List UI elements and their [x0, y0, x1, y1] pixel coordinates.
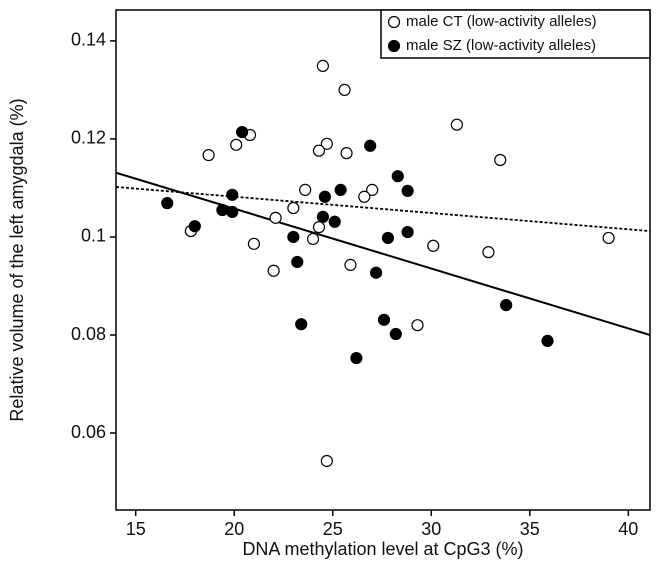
point [299, 183, 312, 197]
point [226, 205, 239, 219]
point [381, 231, 395, 245]
point [316, 59, 330, 72]
x-tick-label: 15 [126, 519, 146, 539]
point [358, 190, 371, 203]
point [316, 210, 330, 223]
point [161, 197, 174, 210]
point [494, 153, 507, 167]
point [500, 298, 513, 312]
point [450, 118, 463, 131]
point [202, 148, 215, 162]
y-axis-title: Relative volume of the left amygdala (%) [7, 98, 27, 421]
point [287, 230, 300, 244]
point [236, 125, 249, 139]
point [411, 319, 424, 332]
y-tick-label: 0.1 [81, 226, 106, 246]
point [364, 139, 377, 152]
y-tick-label: 0.12 [71, 128, 106, 148]
point [230, 138, 243, 151]
legend-box [380, 9, 651, 59]
point [306, 232, 320, 246]
y-tick-label: 0.08 [71, 324, 106, 344]
point [291, 255, 304, 269]
point [541, 334, 554, 347]
x-axis-title: DNA methylation level at CpG3 (%) [242, 539, 523, 559]
y-tick-label: 0.14 [71, 30, 106, 50]
trend-line [115, 186, 651, 232]
legend-label: male SZ (low-activity alleles) [406, 37, 596, 54]
legend-marker [387, 15, 401, 29]
point [328, 215, 341, 228]
y-tick-label: 0.06 [71, 422, 106, 442]
x-tick-label: 20 [224, 519, 244, 539]
x-tick-label: 40 [618, 519, 638, 539]
point [312, 221, 326, 234]
x-tick-label: 35 [520, 519, 540, 539]
point [334, 183, 347, 197]
point [377, 313, 391, 326]
point [320, 137, 333, 150]
point [370, 266, 383, 279]
point [216, 203, 229, 217]
point [338, 83, 351, 97]
point [340, 147, 353, 160]
x-tick-label: 25 [323, 519, 343, 539]
point [350, 351, 363, 365]
trend-line [115, 171, 651, 336]
point [482, 246, 495, 259]
point [344, 258, 357, 272]
point [366, 183, 379, 197]
point [188, 220, 201, 233]
point [427, 239, 440, 252]
point [602, 231, 615, 245]
point [401, 225, 414, 239]
point [391, 170, 404, 183]
point [320, 454, 333, 468]
point [295, 318, 308, 331]
point [312, 144, 326, 157]
point [269, 211, 282, 224]
point [226, 188, 239, 201]
point [389, 327, 402, 341]
point [287, 201, 300, 215]
legend-label: male CT (low-activity alleles) [406, 13, 597, 30]
point [247, 237, 261, 250]
legend-marker [387, 39, 401, 53]
x-tick-label: 30 [421, 519, 441, 539]
point [267, 264, 280, 277]
point [318, 190, 331, 203]
point [401, 184, 414, 197]
